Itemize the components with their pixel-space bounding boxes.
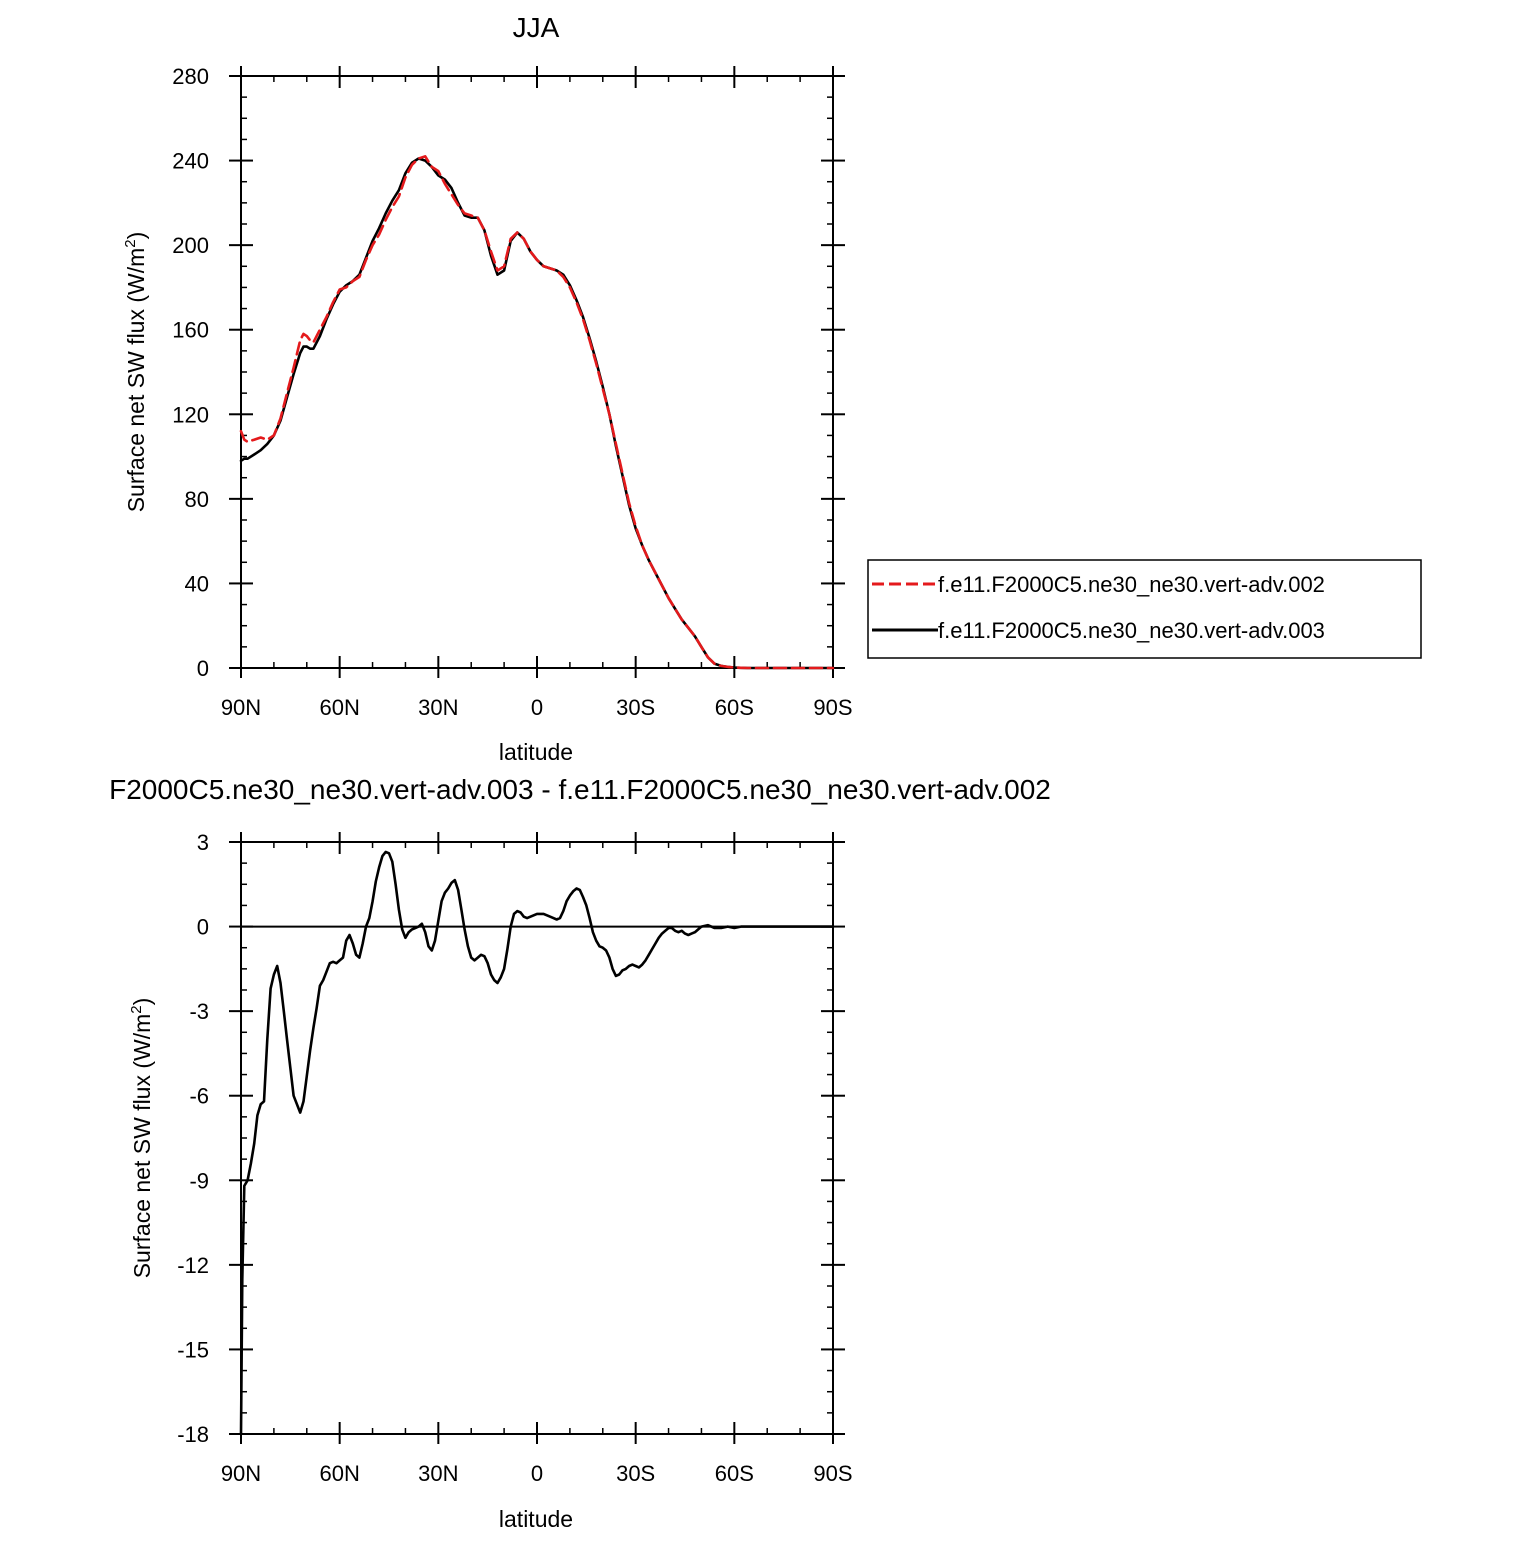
x-tick-label: 60S (715, 1461, 754, 1486)
top-plot-title: JJA (513, 12, 560, 43)
x-tick-label: 60S (715, 695, 754, 720)
top-y-axis-title-main: Surface net SW flux (W/m (123, 248, 149, 513)
x-tick-label: 30S (616, 1461, 655, 1486)
legend-label-003: f.e11.F2000C5.ne30_ne30.vert-adv.003 (938, 618, 1325, 643)
y-tick-label: 280 (172, 64, 209, 89)
x-tick-label: 90S (813, 695, 852, 720)
x-tick-label: 90S (813, 1461, 852, 1486)
y-tick-label: -9 (189, 1168, 209, 1193)
y-tick-label: -15 (177, 1337, 209, 1362)
x-tick-label: 60N (319, 1461, 359, 1486)
bottom-plot-ticks: 90N 60N 30N 0 30S 60S 90S -18 -15 -12 -9 -6 -3 0 3 (177, 830, 852, 1486)
top-y-axis-title-suffix: ) (123, 232, 149, 240)
x-tick-label: 0 (531, 695, 543, 720)
series-line-1-0 (239, 850, 835, 1436)
x-tick-label: 60N (319, 695, 359, 720)
legend-box (867, 559, 1422, 659)
y-tick-label: 160 (172, 318, 209, 343)
y-tick-label: 120 (172, 402, 209, 427)
bottom-y-axis-title-main: Surface net SW flux (W/m (129, 1014, 155, 1279)
x-tick-label: 30N (418, 1461, 458, 1486)
top-y-axis-title-sup: 2 (122, 239, 139, 247)
y-tick-label: 200 (172, 233, 209, 258)
y-tick-label: 240 (172, 149, 209, 174)
y-tick-label: -12 (177, 1253, 209, 1278)
y-tick-label: 80 (185, 487, 209, 512)
x-tick-label: 90N (221, 695, 261, 720)
top-plot-ticks: 90N 60N 30N 0 30S 60S 90S 0 40 80 120 160 200 240 280 (172, 64, 852, 720)
bottom-plot: F2000C5.ne30_ne30.vert-adv.003 - f.e11.F… (109, 774, 1051, 1532)
y-tick-label: -3 (189, 999, 209, 1024)
x-tick-label: 30S (616, 695, 655, 720)
bottom-y-axis-title-suffix: ) (129, 998, 155, 1006)
y-tick-label: -18 (177, 1422, 209, 1447)
bottom-y-axis-title-sup: 2 (128, 1005, 145, 1013)
top-plot: JJA 90N 60N 30N 0 30S 60S 90S 0 40 80 120 160 200 240… (122, 12, 1422, 765)
legend-label-002: f.e11.F2000C5.ne30_ne30.vert-adv.002 (938, 572, 1325, 597)
top-plot-frame (240, 75, 834, 669)
x-tick-label: 30N (418, 695, 458, 720)
top-plot-series (239, 155, 835, 670)
series-line-0-1 (239, 155, 835, 670)
bottom-plot-frame (240, 841, 834, 1435)
y-tick-label: 40 (185, 571, 209, 596)
y-tick-label: 0 (197, 656, 209, 681)
legend: f.e11.F2000C5.ne30_ne30.vert-adv.002 f.e… (867, 559, 1422, 659)
y-tick-label: 0 (197, 915, 209, 940)
top-x-axis-title: latitude (499, 739, 573, 765)
bottom-x-axis-title: latitude (499, 1506, 573, 1532)
top-y-axis-title: Surface net SW flux (W/m2) (122, 232, 149, 513)
x-tick-label: 90N (221, 1461, 261, 1486)
series-line-0-0 (239, 157, 835, 670)
bottom-plot-title: F2000C5.ne30_ne30.vert-adv.003 - f.e11.F… (109, 774, 1051, 805)
y-tick-label: -6 (189, 1084, 209, 1109)
bottom-y-axis-title: Surface net SW flux (W/m2) (128, 998, 155, 1279)
y-tick-label: 3 (197, 830, 209, 855)
bottom-plot-series (239, 850, 835, 1436)
x-tick-label: 0 (531, 1461, 543, 1486)
